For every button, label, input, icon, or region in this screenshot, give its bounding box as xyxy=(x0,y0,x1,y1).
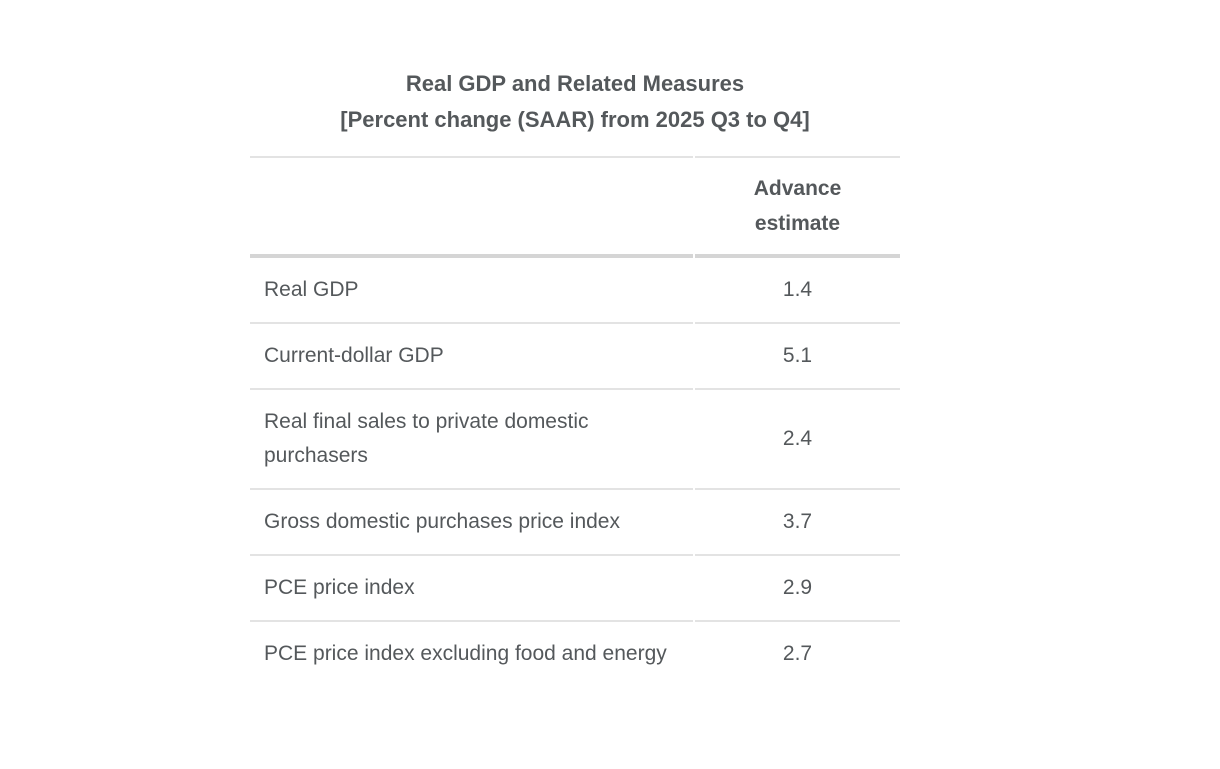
table-title: Real GDP and Related Measures xyxy=(405,71,745,96)
table-row: Real final sales to private domestic pur… xyxy=(250,390,900,490)
row-value: 3.7 xyxy=(695,490,900,556)
table-row: PCE price index 2.9 xyxy=(250,556,900,622)
table-row: Current-dollar GDP 5.1 xyxy=(250,324,900,390)
gdp-measures-table: Advance estimate Real GDP 1.4 Current-do… xyxy=(250,156,900,686)
table-row: PCE price index excluding food and energ… xyxy=(250,622,900,686)
row-label: Gross domestic purchases price index xyxy=(250,490,693,556)
row-value: 1.4 xyxy=(695,258,900,324)
row-label: Current-dollar GDP xyxy=(250,324,693,390)
row-value: 2.7 xyxy=(782,642,813,665)
advance-estimate-header-label: Advance estimate xyxy=(753,177,842,235)
header-advance-estimate-cell: Advance estimate xyxy=(695,156,900,258)
row-label: Real final sales to private domestic pur… xyxy=(250,390,693,490)
table-subtitle: [Percent change (SAAR) from 2025 Q3 to Q… xyxy=(340,107,810,132)
row-label: Real GDP xyxy=(250,258,693,324)
gdp-table-panel: Real GDP and Related Measures [Percent c… xyxy=(250,0,900,686)
row-label: PCE price index xyxy=(250,556,693,622)
table-header-row: Advance estimate xyxy=(250,156,900,258)
header-measure-cell xyxy=(250,156,693,258)
row-value: 5.1 xyxy=(695,324,900,390)
table-title-block: Real GDP and Related Measures [Percent c… xyxy=(250,66,900,138)
row-value: 2.9 xyxy=(695,556,900,622)
row-label: PCE price index excluding food and energ… xyxy=(264,642,667,665)
table-row: Real GDP 1.4 xyxy=(250,258,900,324)
table-row: Gross domestic purchases price index 3.7 xyxy=(250,490,900,556)
row-value: 2.4 xyxy=(695,390,900,490)
